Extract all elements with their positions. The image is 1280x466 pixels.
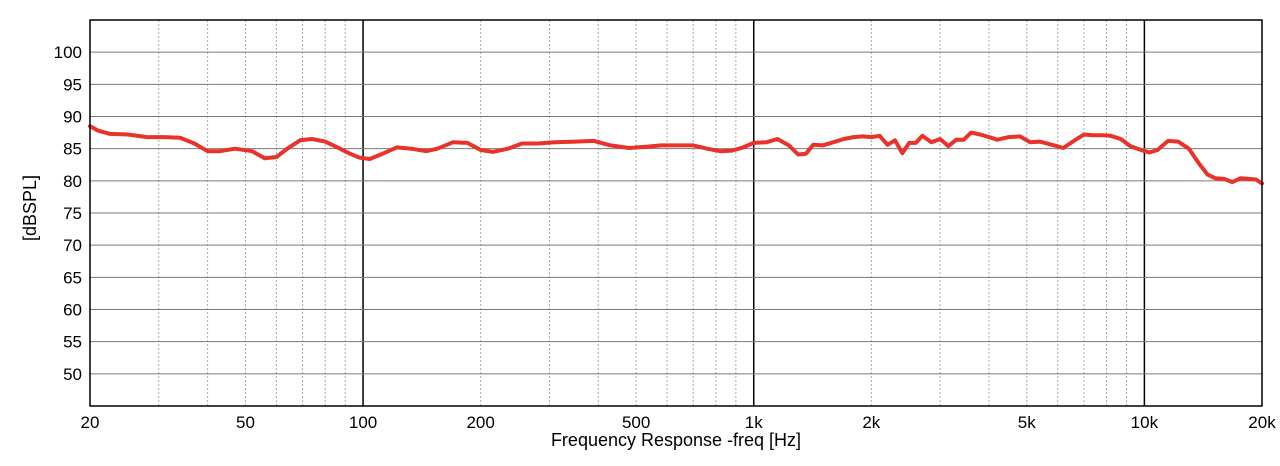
y-tick-label: 90 (63, 108, 82, 127)
y-tick-label: 65 (63, 268, 82, 287)
x-tick-label: 100 (349, 413, 377, 432)
x-tick-labels: 20 50 100 200 500 1k 2k 5k 10k 20k (81, 413, 1277, 432)
x-tick-label: 200 (466, 413, 494, 432)
x-axis-label: Frequency Response -freq [Hz] (551, 430, 801, 450)
frequency-response-line (88, 124, 1264, 186)
major-gridlines (90, 20, 1262, 406)
y-axis-label: [dBSPL] (20, 175, 40, 241)
x-tick-label: 20 (81, 413, 100, 432)
x-tick-label: 20k (1248, 413, 1276, 432)
x-tick-label: 10k (1131, 413, 1159, 432)
x-tick-label: 2k (862, 413, 880, 432)
x-tick-label: 50 (236, 413, 255, 432)
y-tick-label: 80 (63, 172, 82, 191)
series-layer (88, 124, 1264, 186)
y-tick-label: 75 (63, 204, 82, 223)
y-tick-label: 100 (54, 43, 82, 62)
y-tick-label: 85 (63, 140, 82, 159)
y-tick-label: 50 (63, 365, 82, 384)
y-tick-label: 95 (63, 75, 82, 94)
x-tick-label: 5k (1018, 413, 1036, 432)
y-tick-label: 70 (63, 236, 82, 255)
y-tick-label: 55 (63, 333, 82, 352)
x-tick-label: 500 (622, 413, 650, 432)
x-tick-label: 1k (745, 413, 763, 432)
y-tick-label: 60 (63, 301, 82, 320)
plot-frame (89, 19, 1263, 407)
y-tick-labels: 50 55 60 65 70 75 80 85 90 95 100 (54, 43, 82, 384)
